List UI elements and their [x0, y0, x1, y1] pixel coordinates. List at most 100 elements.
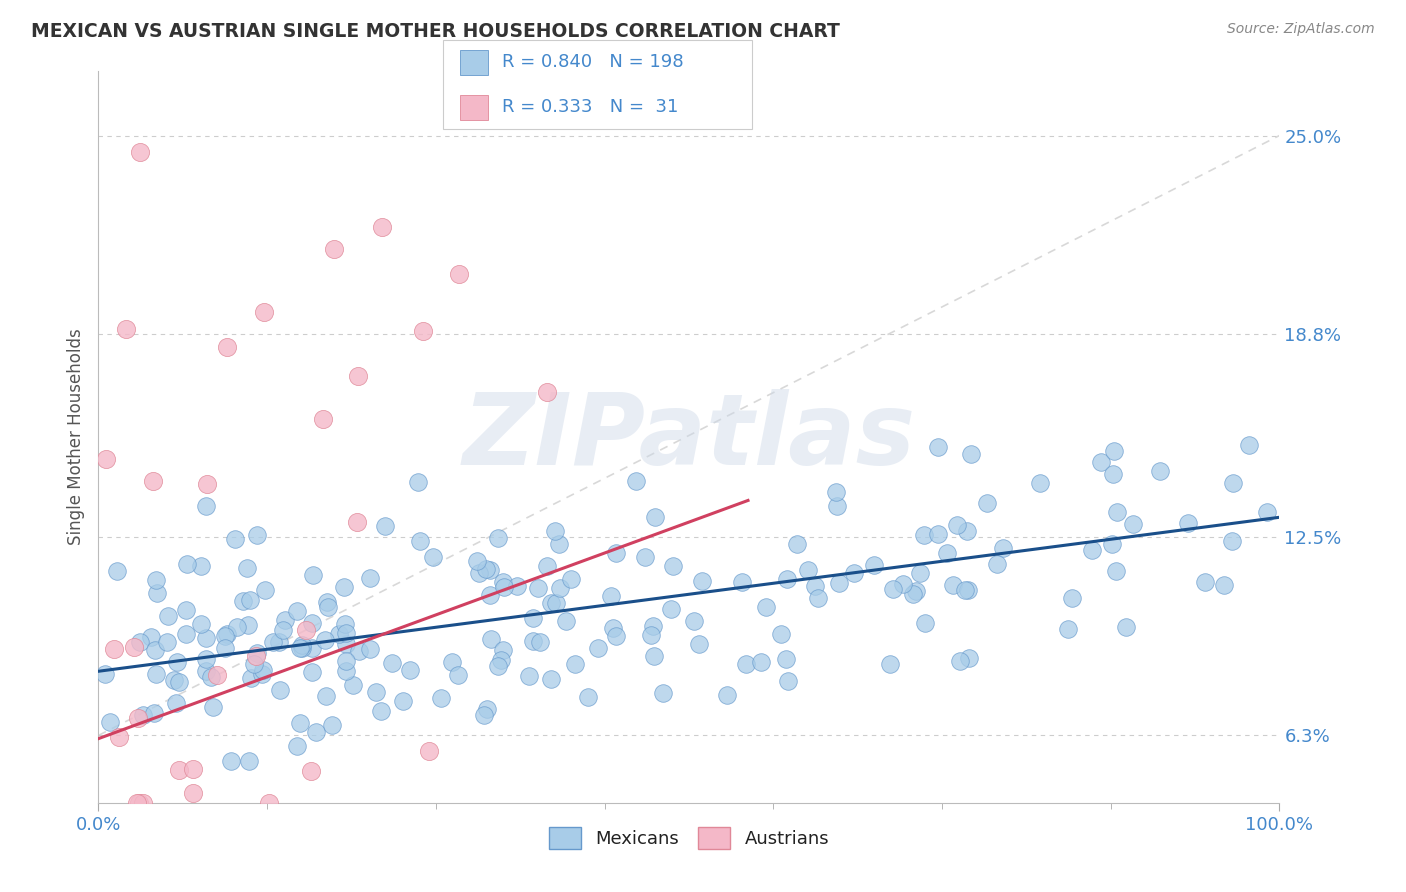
Point: [1102, 467, 1125, 482]
Point: [976, 496, 998, 510]
Point: [927, 440, 949, 454]
Point: [167, 675, 190, 690]
Point: [316, 599, 339, 614]
Point: [359, 571, 381, 585]
Point: [540, 672, 562, 686]
Point: [253, 582, 276, 597]
Point: [245, 527, 267, 541]
Point: [519, 669, 541, 683]
Point: [346, 515, 368, 529]
Point: [506, 579, 529, 593]
Point: [202, 700, 225, 714]
Point: [370, 704, 392, 718]
Point: [825, 484, 848, 499]
Point: [333, 616, 356, 631]
Text: R = 0.840   N = 198: R = 0.840 N = 198: [502, 54, 683, 71]
Point: [540, 596, 562, 610]
Point: [662, 558, 685, 573]
Point: [731, 575, 754, 590]
Point: [659, 602, 682, 616]
Point: [825, 499, 848, 513]
Point: [236, 561, 259, 575]
Point: [103, 641, 125, 656]
Point: [602, 621, 624, 635]
Point: [624, 474, 647, 488]
Point: [323, 242, 346, 256]
Point: [165, 696, 187, 710]
Point: [576, 690, 599, 704]
Point: [250, 667, 273, 681]
Point: [953, 583, 976, 598]
Point: [605, 629, 627, 643]
Point: [146, 585, 169, 599]
Point: [914, 615, 936, 630]
Point: [1149, 464, 1171, 478]
Point: [956, 583, 979, 598]
Point: [1105, 505, 1128, 519]
Point: [544, 524, 567, 538]
Point: [98, 714, 121, 729]
Point: [374, 519, 396, 533]
Point: [643, 649, 665, 664]
Point: [409, 534, 432, 549]
Point: [912, 528, 935, 542]
Point: [492, 642, 515, 657]
Point: [494, 580, 516, 594]
Point: [634, 549, 657, 564]
Point: [132, 796, 155, 810]
Point: [253, 305, 276, 319]
Point: [447, 267, 470, 281]
Point: [422, 549, 444, 564]
Point: [960, 447, 983, 461]
Point: [143, 643, 166, 657]
Point: [688, 637, 710, 651]
Point: [529, 635, 551, 649]
Point: [903, 587, 925, 601]
Point: [335, 654, 357, 668]
Point: [412, 324, 434, 338]
Point: [1029, 476, 1052, 491]
Point: [335, 664, 357, 678]
Point: [181, 786, 204, 800]
Point: [406, 475, 429, 489]
Point: [478, 588, 501, 602]
Point: [600, 589, 623, 603]
Point: [891, 577, 914, 591]
Point: [129, 634, 152, 648]
Point: [195, 500, 218, 514]
Point: [652, 686, 675, 700]
Point: [908, 566, 931, 581]
Point: [716, 688, 738, 702]
Point: [242, 657, 264, 672]
Point: [547, 537, 569, 551]
Point: [269, 682, 291, 697]
Point: [225, 620, 247, 634]
Point: [441, 655, 464, 669]
Text: ZIPatlas: ZIPatlas: [463, 389, 915, 485]
Point: [156, 608, 179, 623]
Point: [195, 476, 218, 491]
Point: [486, 659, 509, 673]
Point: [468, 566, 491, 580]
Point: [1101, 536, 1123, 550]
Point: [1090, 455, 1112, 469]
Point: [301, 616, 323, 631]
Point: [342, 678, 364, 692]
Point: [224, 533, 246, 547]
Point: [644, 510, 666, 524]
Point: [312, 411, 335, 425]
Point: [1105, 564, 1128, 578]
Point: [749, 655, 772, 669]
Point: [862, 558, 884, 573]
Point: [321, 717, 343, 731]
Point: [301, 641, 323, 656]
Point: [190, 559, 212, 574]
Point: [166, 656, 188, 670]
Point: [205, 668, 228, 682]
Point: [176, 557, 198, 571]
Point: [1256, 504, 1278, 518]
Point: [1239, 438, 1261, 452]
Point: [555, 614, 578, 628]
Point: [335, 637, 357, 651]
Point: [299, 764, 322, 778]
